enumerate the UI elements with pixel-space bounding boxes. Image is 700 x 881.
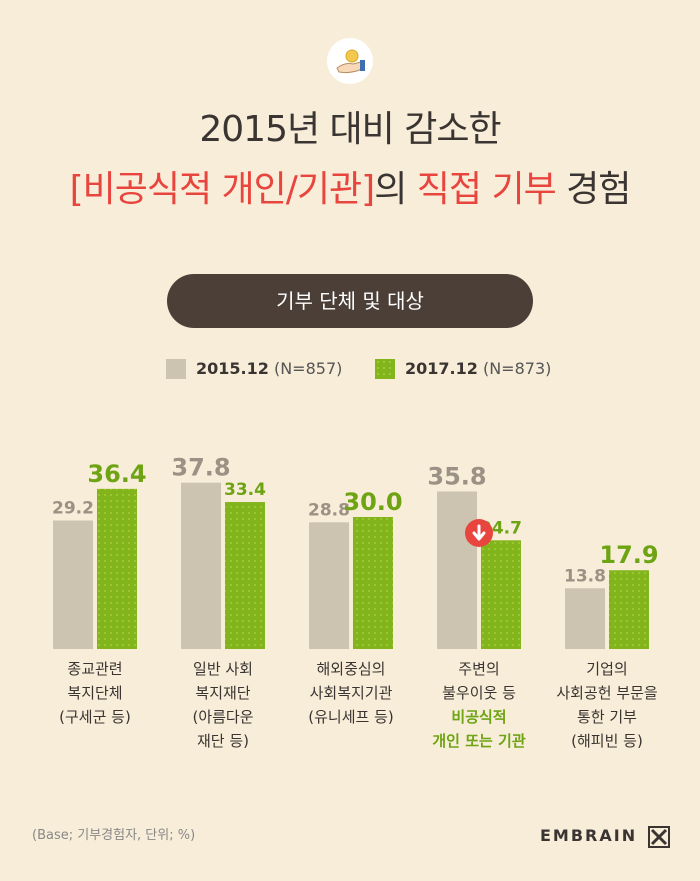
- category-label-line: 불우이웃 등: [442, 684, 516, 702]
- legend-swatch-2015: [166, 359, 186, 379]
- bar-2017: [353, 517, 393, 649]
- category-label-line: 재단 등): [196, 732, 250, 750]
- bar-2015: [53, 520, 93, 649]
- title-highlight-direct-donation: 직접 기부: [416, 169, 557, 210]
- category-label-line: 일반 사회: [193, 660, 253, 678]
- data-label-2017: 36.4: [87, 460, 146, 488]
- category-label-line: 해외중심의: [316, 660, 386, 678]
- category-label-line: (유니세프 등): [308, 708, 394, 726]
- section-pill: 기부 단체 및 대상: [167, 274, 533, 328]
- page-title-line2: [비공식적 개인/기관]의 직접 기부 경험: [0, 160, 700, 212]
- data-label-2015: 37.8: [171, 454, 230, 482]
- category-label-line: 종교관련: [67, 660, 123, 678]
- legend-label-2017: 2017.12: [405, 359, 478, 378]
- category-label-highlight-line: 개인 또는 기관: [432, 732, 526, 750]
- title-text-of: 의: [374, 169, 417, 210]
- category-label-line: 복지재단: [195, 684, 251, 702]
- data-label-2015: 28.8: [308, 500, 350, 520]
- data-label-2017: 17.9: [599, 541, 658, 569]
- bar-2017: [609, 570, 649, 649]
- data-label-2017: 30.0: [343, 488, 402, 516]
- category-label-line: 통한 기부: [577, 708, 637, 726]
- data-label-2015: 35.8: [427, 462, 486, 490]
- category-label-line: (구세군 등): [59, 708, 131, 726]
- brand-name: EMBRAIN: [540, 826, 638, 845]
- category-label-line: 기업의: [586, 660, 628, 678]
- category-label-line: 사회공헌 부문을: [556, 684, 658, 702]
- legend-item-2015: 2015.12 (N=857): [196, 358, 342, 380]
- data-label-2015: 13.8: [564, 566, 606, 586]
- category-label-line: 복지단체: [67, 684, 123, 702]
- bar-2015: [565, 588, 605, 649]
- legend-label-2015: 2015.12: [196, 359, 269, 378]
- chart-legend: 2015.12 (N=857) 2017.12 (N=873): [0, 358, 700, 380]
- data-label-2015: 29.2: [52, 499, 94, 519]
- category-label-line: 사회복지기관: [309, 684, 393, 702]
- legend-item-2017: 2017.12 (N=873): [405, 358, 551, 380]
- legend-n-2015: (N=857): [273, 359, 343, 378]
- decrease-arrow-glyph: [472, 524, 486, 541]
- category-label-highlight-line: 비공식적: [451, 708, 507, 726]
- category-label-line: (아름다운: [192, 708, 254, 726]
- donation-hand-icon: [327, 38, 373, 84]
- category-label-line: 주변의: [458, 660, 500, 678]
- bar-2017: [97, 488, 137, 649]
- embrain-logo-icon: [648, 826, 670, 848]
- bar-2015: [181, 482, 221, 649]
- legend-swatch-2017: [375, 359, 395, 379]
- category-label-line: (해피빈 등): [571, 732, 643, 750]
- page-title-line1: 2015년 대비 감소한: [199, 109, 501, 150]
- title-highlight-informal: [비공식적 개인/기관]: [69, 169, 376, 210]
- bar-2015: [309, 522, 349, 649]
- title-text-experience: 경험: [555, 169, 631, 210]
- base-note: (Base; 기부경험자, 단위; %): [32, 828, 196, 843]
- legend-n-2017: (N=873): [482, 359, 552, 378]
- bar-2015: [437, 491, 477, 649]
- data-label-2017: 33.4: [224, 480, 266, 500]
- bar-2017: [481, 540, 521, 649]
- bar-2017: [225, 502, 265, 649]
